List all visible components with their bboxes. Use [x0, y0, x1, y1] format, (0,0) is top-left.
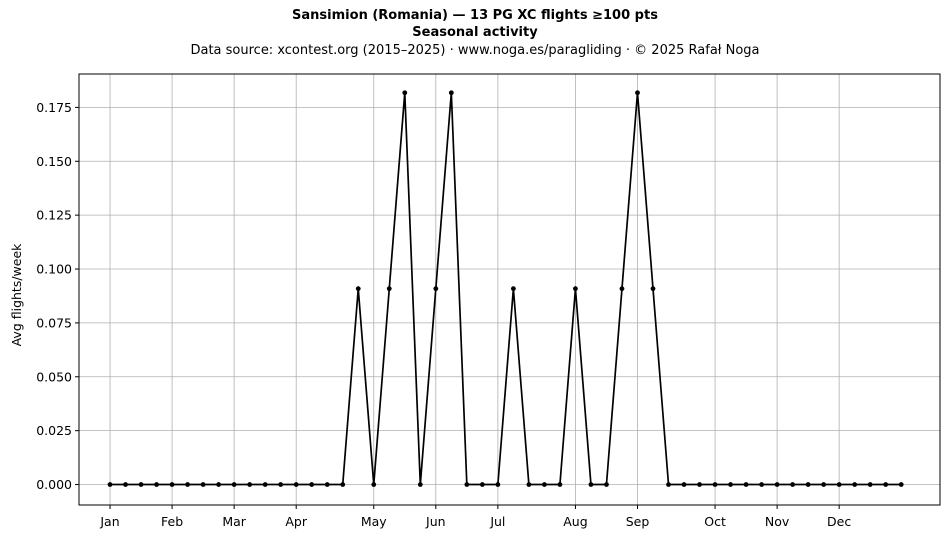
y-tick-label: 0.100 — [36, 262, 72, 277]
data-point — [728, 482, 733, 487]
data-point — [123, 482, 128, 487]
y-axis-label: Avg flights/week — [9, 243, 24, 347]
data-point — [371, 482, 377, 487]
data-point — [231, 482, 237, 487]
x-tick-label: Feb — [161, 514, 183, 529]
data-point — [790, 482, 796, 487]
data-point — [169, 482, 175, 487]
plot-frame — [78, 73, 941, 506]
data-point — [604, 482, 609, 487]
data-point — [247, 482, 253, 487]
y-tick-label: 0.150 — [36, 154, 72, 169]
data-point — [743, 482, 749, 487]
data-point — [216, 482, 222, 487]
data-point — [712, 482, 718, 487]
data-point — [154, 482, 159, 487]
series-line — [110, 91, 902, 486]
data-point — [526, 482, 532, 487]
data-point — [293, 482, 299, 487]
data-point — [417, 482, 423, 487]
data-point — [867, 482, 873, 487]
data-point — [635, 90, 640, 96]
x-tick-label: Jun — [425, 514, 446, 529]
data-point — [107, 482, 113, 487]
data-point — [309, 482, 315, 487]
x-tick-label: Dec — [827, 514, 851, 529]
data-point — [588, 482, 594, 487]
grid-lines — [79, 74, 940, 505]
series-group — [107, 90, 904, 487]
x-tick-label: Oct — [704, 514, 726, 529]
y-tick-label: 0.125 — [36, 208, 72, 223]
data-point — [805, 482, 811, 487]
data-point — [340, 482, 346, 487]
x-tick-label: Nov — [765, 514, 790, 529]
data-point — [386, 286, 392, 292]
x-tick-label: Jul — [489, 514, 505, 529]
data-point — [510, 286, 516, 292]
chart-subtitle: Seasonal activity — [412, 25, 538, 40]
chart-title: Sansimion (Romania) — 13 PG XC flights ≥… — [292, 8, 658, 23]
data-point — [666, 482, 671, 487]
data-point — [681, 482, 687, 487]
data-point — [542, 482, 547, 487]
data-point — [774, 482, 780, 487]
data-point — [495, 482, 501, 487]
data-point — [883, 482, 889, 487]
x-tick-label: Jan — [99, 514, 119, 529]
data-point — [464, 482, 470, 487]
x-tick-label: May — [361, 514, 387, 529]
data-point — [852, 482, 858, 487]
y-tick-label: 0.075 — [36, 315, 72, 330]
data-point — [573, 286, 578, 292]
data-point — [898, 482, 904, 487]
data-point — [650, 286, 656, 292]
data-point — [324, 482, 330, 487]
data-point — [836, 482, 842, 487]
data-point — [619, 286, 625, 292]
data-point — [448, 90, 454, 96]
data-point — [185, 482, 190, 487]
data-point — [433, 286, 439, 292]
x-tick-label: Sep — [626, 514, 650, 529]
data-point — [200, 482, 206, 487]
data-point — [278, 482, 284, 487]
data-point — [402, 90, 408, 96]
y-tick-label: 0.025 — [36, 423, 72, 438]
x-tick-label: Mar — [222, 514, 246, 529]
y-tick-label: 0.175 — [36, 100, 72, 115]
x-tick-label: Aug — [563, 514, 587, 529]
x-tick-label: Apr — [285, 514, 307, 529]
data-point — [697, 482, 702, 487]
data-point — [355, 286, 361, 292]
data-point — [557, 482, 563, 487]
y-tick-label: 0.000 — [36, 477, 72, 492]
y-tick-label: 0.050 — [36, 369, 72, 384]
data-point — [479, 482, 485, 487]
axis-ticks: 0.000 0.025 0.050 0.075 0.100 0.125 0.150 0.175… — [36, 100, 851, 529]
data-point — [821, 482, 827, 487]
data-point — [138, 482, 144, 487]
data-point — [759, 482, 764, 487]
chart-source-line: Data source: xcontest.org (2015–2025) · … — [190, 43, 760, 58]
data-point — [262, 482, 268, 487]
